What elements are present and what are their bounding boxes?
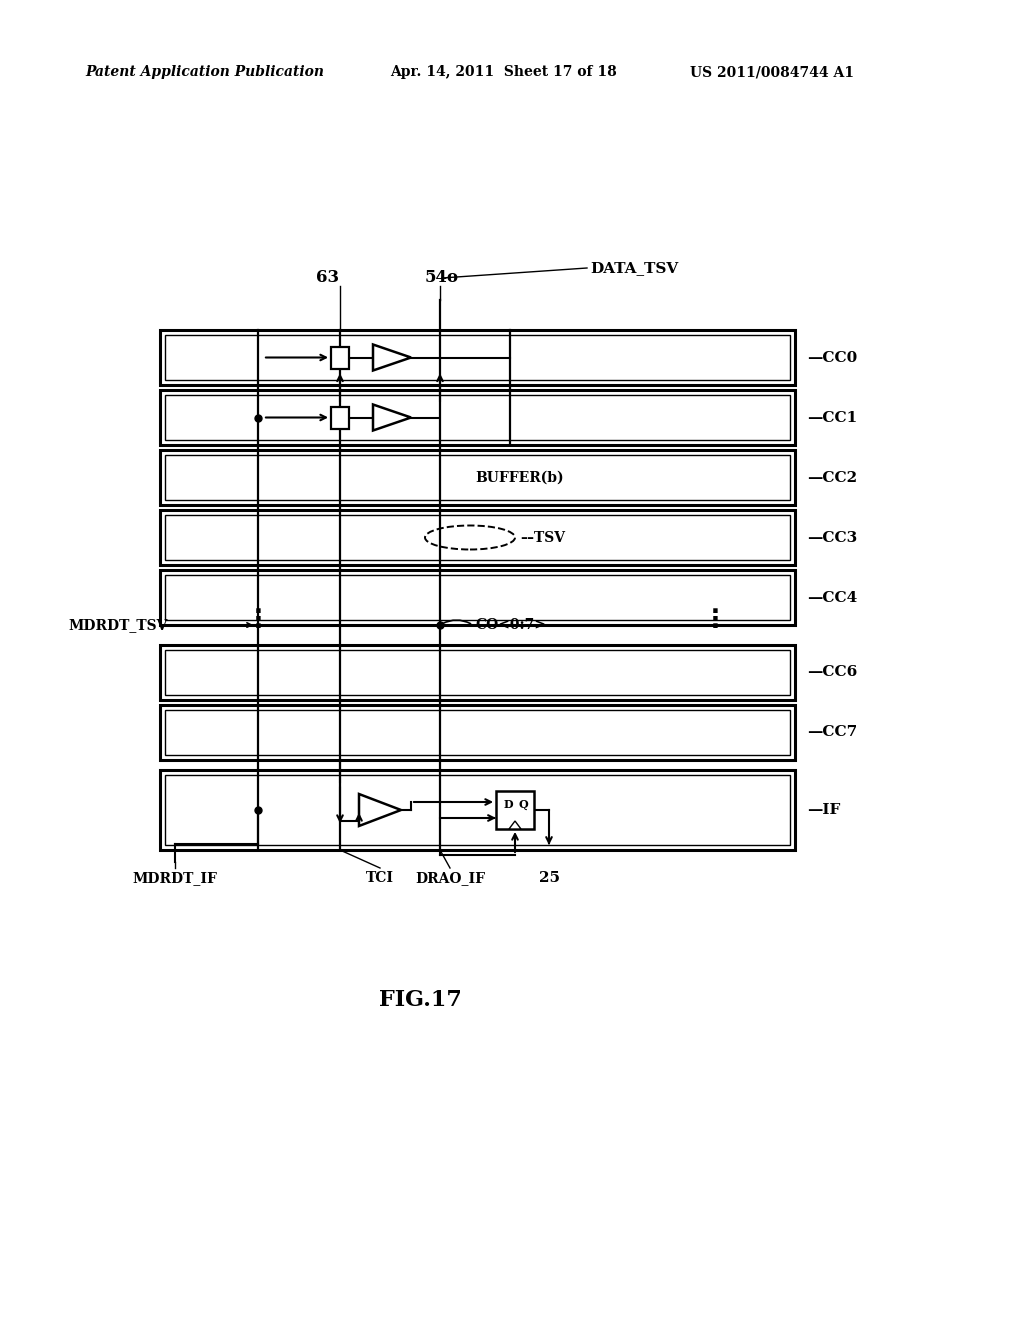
Text: DATA_TSV: DATA_TSV xyxy=(590,261,678,275)
Text: CO<0:7>: CO<0:7> xyxy=(475,618,546,632)
Text: Q: Q xyxy=(518,799,528,809)
Text: TCI: TCI xyxy=(366,871,394,884)
Text: —CC7: —CC7 xyxy=(807,726,857,739)
Text: —CC3: —CC3 xyxy=(807,531,857,544)
Text: Apr. 14, 2011  Sheet 17 of 18: Apr. 14, 2011 Sheet 17 of 18 xyxy=(390,65,616,79)
Polygon shape xyxy=(359,795,401,826)
Text: MDRDT_IF: MDRDT_IF xyxy=(132,871,217,884)
Text: —CC2: —CC2 xyxy=(807,470,857,484)
Text: ⋮: ⋮ xyxy=(702,609,727,632)
Text: 63: 63 xyxy=(316,269,340,286)
Text: D: D xyxy=(503,799,513,809)
Bar xyxy=(331,346,349,368)
Text: MDRDT_TSV: MDRDT_TSV xyxy=(68,618,167,632)
Text: 54o: 54o xyxy=(425,269,459,286)
Text: DRAO_IF: DRAO_IF xyxy=(415,871,485,884)
Text: ⋮: ⋮ xyxy=(246,609,270,632)
Text: US 2011/0084744 A1: US 2011/0084744 A1 xyxy=(690,65,854,79)
Bar xyxy=(496,791,534,829)
Text: ––TSV: ––TSV xyxy=(520,531,565,544)
Text: —CC6: —CC6 xyxy=(807,665,857,680)
Polygon shape xyxy=(373,404,411,430)
Text: BUFFER(b): BUFFER(b) xyxy=(475,470,563,484)
Text: —CC4: —CC4 xyxy=(807,590,857,605)
Polygon shape xyxy=(373,345,411,371)
Polygon shape xyxy=(509,821,521,829)
Text: —CC1: —CC1 xyxy=(807,411,857,425)
Text: —CC0: —CC0 xyxy=(807,351,857,364)
Text: 25: 25 xyxy=(539,871,559,884)
Bar xyxy=(331,407,349,429)
Text: —IF: —IF xyxy=(807,803,841,817)
Text: FIG.17: FIG.17 xyxy=(379,989,462,1011)
Text: Patent Application Publication: Patent Application Publication xyxy=(85,65,324,79)
